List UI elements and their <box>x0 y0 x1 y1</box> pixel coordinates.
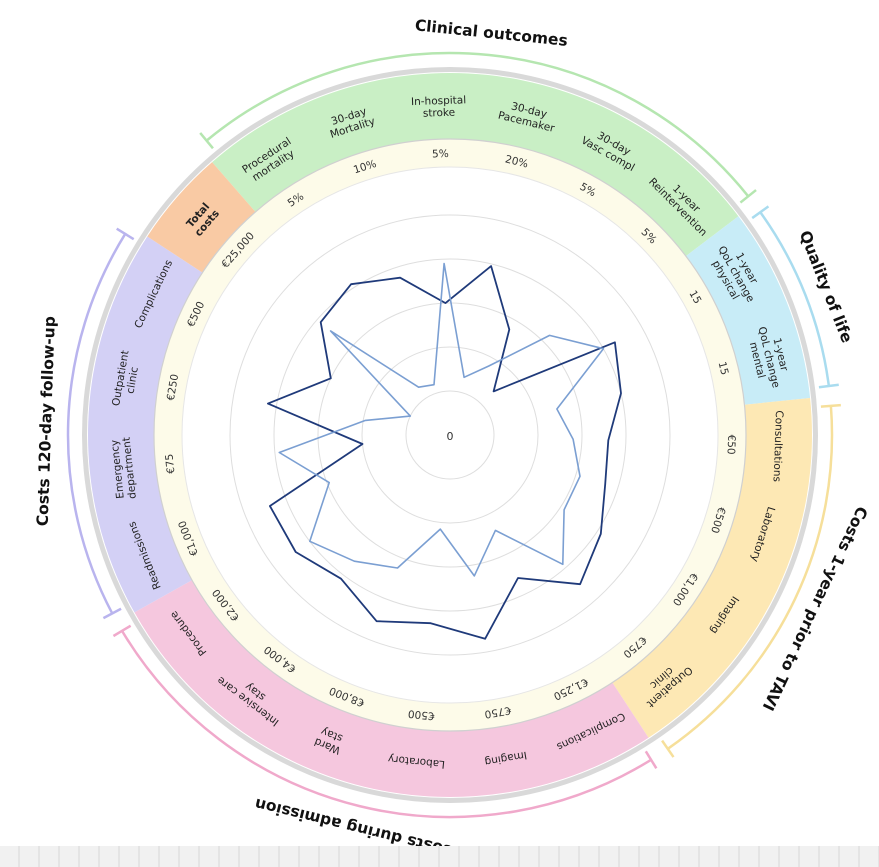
axis-label: Laboratory <box>387 752 445 770</box>
group-arc-tick <box>199 132 214 150</box>
axis-scale-label: €750 <box>484 704 512 720</box>
grid-ring <box>273 258 627 612</box>
grid-ring <box>405 390 495 480</box>
axis-scale-label: €50 <box>725 434 738 454</box>
center-label: 0 <box>447 430 454 443</box>
series-line <box>278 262 605 577</box>
axis-scale-label: 15 <box>686 289 703 307</box>
grid-ring <box>229 214 671 656</box>
axis-scale-label: €250 <box>165 373 181 401</box>
category-bands <box>82 67 818 803</box>
axis-label: In-hospitalstroke <box>411 94 467 120</box>
group-arc-tick <box>116 227 135 241</box>
category-band <box>685 216 811 405</box>
axis-scale-label: €500 <box>407 707 435 722</box>
group-arc <box>205 51 750 198</box>
axis-label: Consultations <box>771 410 785 482</box>
group-arc-tick <box>661 739 675 758</box>
category-band <box>134 580 649 797</box>
category-band <box>612 397 812 738</box>
axis-scale-label: €75 <box>163 453 177 474</box>
radar-grid <box>229 214 671 656</box>
group-title: Clinical outcomes <box>414 16 569 50</box>
footer-strip <box>0 846 879 867</box>
group-arc <box>759 211 831 387</box>
axis-scale-label: 20% <box>504 153 530 170</box>
group-arc-tick <box>102 607 122 620</box>
grid-ring <box>317 302 583 568</box>
group-arc <box>66 233 127 615</box>
group-title: Costs 120-day follow-up <box>34 316 59 527</box>
group-arc <box>667 405 834 750</box>
group-arc-tick <box>644 750 658 769</box>
group-title: Quality of life <box>796 228 856 345</box>
grid-ring <box>361 346 539 524</box>
category-band <box>212 73 739 257</box>
group-arc-tick <box>751 205 770 220</box>
category-band <box>147 162 256 273</box>
axis-scale-label: 5% <box>432 148 449 161</box>
series-line <box>266 265 622 640</box>
radar-series <box>266 262 622 640</box>
axis-scale-label: 15 <box>716 361 731 377</box>
group-arc-tick <box>112 624 132 638</box>
scale-ring <box>154 139 746 731</box>
category-band <box>87 236 203 613</box>
group-arc-tick <box>818 383 839 389</box>
group-arcs <box>66 51 841 819</box>
group-arc <box>120 630 652 819</box>
group-arc-tick <box>820 403 841 408</box>
group-arc-tick <box>739 189 757 204</box>
